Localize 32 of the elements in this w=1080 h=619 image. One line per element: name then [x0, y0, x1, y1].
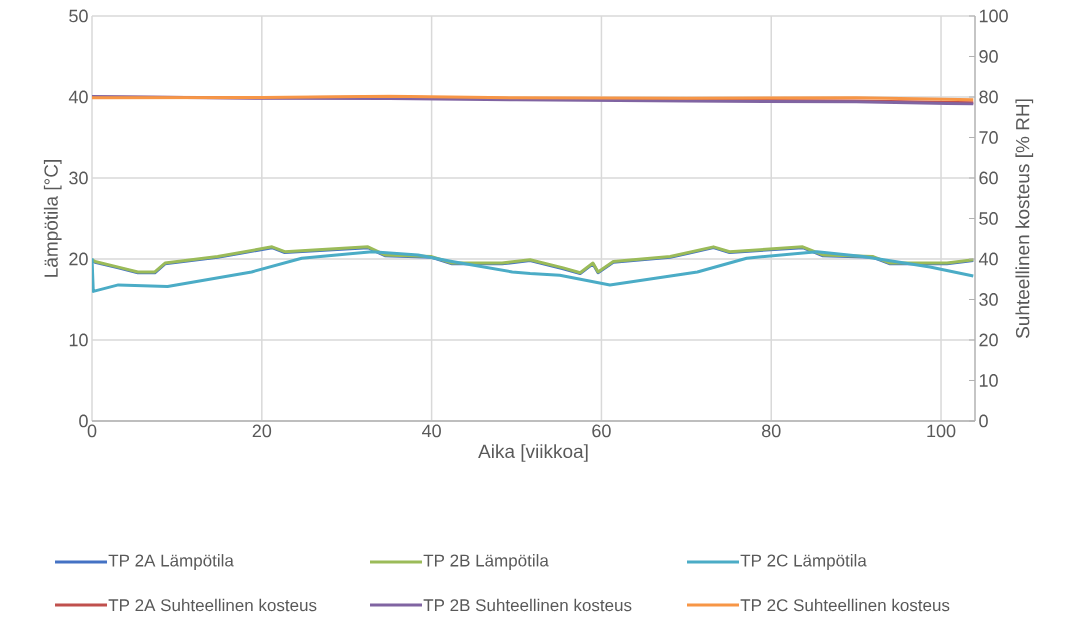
- y2-tick-label: 0: [979, 414, 988, 428]
- x-tick-label: 80: [762, 424, 781, 438]
- y2-tick-label: 50: [979, 212, 998, 225]
- legend-label: TP 2B Suhteellinen kosteus: [423, 598, 632, 612]
- y2-tick-label: 70: [979, 131, 998, 144]
- y-tick-label: 0: [79, 414, 88, 428]
- x-axis-title: Aika [viikkoa]: [478, 444, 588, 462]
- legend-label: TP 2B Lämpötila: [423, 554, 549, 570]
- x-tick-label: 40: [422, 424, 441, 438]
- y-tick-label: 50: [69, 9, 88, 23]
- y-tick-label: 10: [69, 333, 88, 347]
- y-tick-label: 40: [68, 90, 88, 104]
- x-tick-label: 100: [927, 424, 956, 438]
- x-tick-label: 20: [252, 424, 272, 438]
- x-tick-label: 0: [87, 424, 97, 438]
- legend-label: TP 2A Lämpötila: [108, 554, 234, 570]
- y2-axis-title: Suhteellinen kosteus [% RH]: [1015, 99, 1034, 339]
- y2-tick-label: 10: [979, 374, 998, 387]
- y2-tick-label: 20: [979, 333, 998, 347]
- y-axis-title: Lämpötila [°C]: [43, 160, 62, 277]
- x-tick-label: 60: [592, 424, 611, 438]
- y2-tick-label: 100: [979, 9, 1008, 23]
- y2-tick-label: 40: [978, 252, 998, 266]
- y2-tick-label: 60: [979, 171, 998, 185]
- y-tick-label: 20: [69, 252, 88, 266]
- y2-tick-label: 30: [979, 293, 998, 306]
- y2-tick-label: 90: [979, 50, 998, 63]
- y-tick-label: 30: [69, 171, 88, 185]
- legend-label: TP 2C Suhteellinen kosteus: [740, 598, 950, 612]
- y2-tick-label: 80: [979, 90, 998, 104]
- legend-label: TP 2A Suhteellinen kosteus: [108, 598, 317, 612]
- legend-label: TP 2C Lämpötila: [740, 554, 867, 570]
